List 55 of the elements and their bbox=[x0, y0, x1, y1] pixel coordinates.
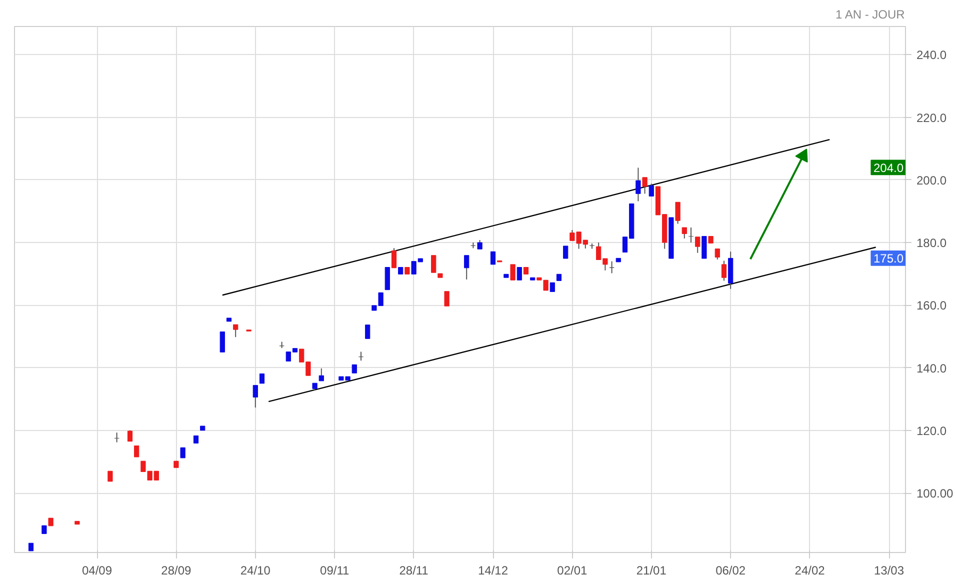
y-tick-label: 120.0 bbox=[916, 424, 947, 438]
candlestick bbox=[695, 236, 700, 254]
candlestick bbox=[233, 324, 238, 338]
y-tick-label: 220.0 bbox=[916, 110, 947, 125]
candlestick bbox=[358, 351, 364, 362]
y-tick-label: 140.0 bbox=[916, 361, 947, 376]
y-tick-label: 200.0 bbox=[916, 173, 947, 188]
y-tick-label: 240.0 bbox=[916, 48, 947, 62]
x-tick-label: 09/11 bbox=[320, 564, 350, 578]
candlestick bbox=[714, 248, 720, 260]
x-tick-label: 02/01 bbox=[557, 564, 588, 578]
candlestick bbox=[642, 176, 648, 194]
x-tick-label: 28/11 bbox=[399, 564, 429, 578]
x-tick-label: 14/12 bbox=[478, 564, 508, 578]
candlestick bbox=[550, 282, 555, 292]
candlestick bbox=[609, 260, 614, 274]
candlestick bbox=[114, 432, 120, 443]
candlestick bbox=[318, 368, 324, 382]
x-tick-label: 04/09 bbox=[82, 564, 112, 578]
candlestick bbox=[259, 373, 265, 384]
x-tick-label: 28/09 bbox=[161, 564, 192, 578]
x-tick-label: 13/03 bbox=[874, 564, 904, 578]
candlestick bbox=[384, 266, 390, 290]
candlestick bbox=[444, 290, 450, 307]
candlestick bbox=[510, 264, 516, 281]
x-tick-label: 24/02 bbox=[794, 564, 826, 578]
x-tick-label: 24/10 bbox=[240, 564, 271, 578]
candlestick bbox=[589, 242, 595, 250]
candlestick bbox=[702, 236, 707, 259]
y-tick-label: 180.0 bbox=[916, 236, 947, 250]
annotation: 175.0 bbox=[873, 252, 904, 266]
x-tick-label: 21/01 bbox=[636, 564, 667, 578]
candlestick bbox=[688, 227, 694, 244]
y-tick-label: 100.00 bbox=[916, 486, 954, 501]
x-tick-label: 06/02 bbox=[716, 564, 746, 578]
candlestick bbox=[648, 183, 654, 197]
candlestick bbox=[108, 470, 113, 482]
candlestick bbox=[636, 167, 641, 202]
candlestick bbox=[391, 248, 397, 268]
candlestick bbox=[180, 447, 186, 458]
annotation: 204.0 bbox=[873, 160, 904, 175]
candlestick bbox=[431, 254, 436, 274]
candlestick bbox=[682, 227, 687, 239]
candlestick bbox=[252, 384, 258, 408]
candlestick bbox=[516, 266, 522, 281]
candlestick bbox=[563, 246, 568, 259]
y-tick-label: 160.0 bbox=[916, 298, 947, 313]
candlestick bbox=[220, 331, 225, 353]
candlestick bbox=[490, 251, 496, 265]
candlestick bbox=[365, 324, 370, 340]
candlestick bbox=[464, 254, 470, 280]
candlestick bbox=[721, 260, 727, 282]
candlestick bbox=[134, 445, 140, 458]
text: 1 AN - JOUR bbox=[835, 8, 906, 22]
candlestick bbox=[675, 202, 680, 224]
